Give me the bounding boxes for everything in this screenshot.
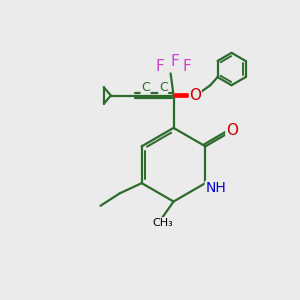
Text: F: F xyxy=(182,59,191,74)
Text: O: O xyxy=(189,88,201,103)
Text: F: F xyxy=(155,59,164,74)
Text: NH: NH xyxy=(206,182,226,195)
Text: C: C xyxy=(141,81,150,94)
Text: C: C xyxy=(159,81,168,94)
Text: CH₃: CH₃ xyxy=(152,218,173,228)
Text: O: O xyxy=(226,123,238,138)
Text: F: F xyxy=(171,54,179,69)
